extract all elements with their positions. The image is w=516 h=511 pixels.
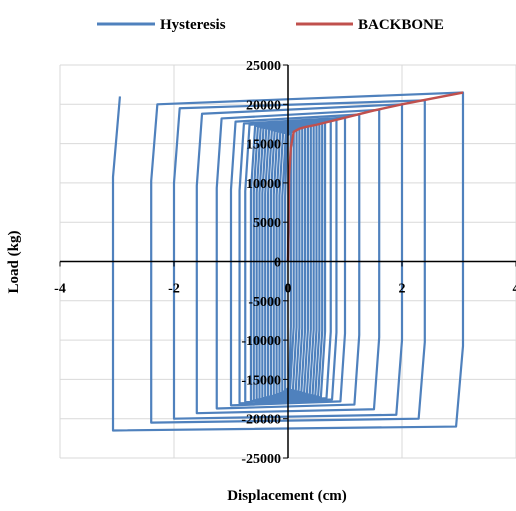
y-tick-label-4: -5000 xyxy=(248,295,281,310)
hysteresis-series-line xyxy=(111,91,465,432)
y-axis-title: Load (kg) xyxy=(6,231,22,294)
y-tick-label-7: 10000 xyxy=(246,177,281,192)
y-tick-label-5: 0 xyxy=(274,256,281,271)
y-tick-label-3: -10000 xyxy=(241,334,281,349)
legend: Hysteresis BACKBONE xyxy=(97,17,444,33)
x-tick-label-0: -4 xyxy=(54,282,66,297)
y-tick-label-8: 15000 xyxy=(246,138,281,153)
x-tick-label-2: 0 xyxy=(285,282,292,297)
y-tick-label-6: 5000 xyxy=(253,216,281,231)
y-tick-label-2: -15000 xyxy=(241,373,281,388)
x-axis-title: Displacement (cm) xyxy=(227,488,347,504)
tick-labels: -25000 -20000 -15000 -10000 -5000 0 5000 10000 1… xyxy=(54,59,516,467)
legend-backbone-label: BACKBONE xyxy=(358,17,444,33)
y-tick-label-9: 20000 xyxy=(246,98,281,113)
axes xyxy=(59,64,516,459)
backbone-series-line xyxy=(286,91,464,262)
plot-area: -25000 -20000 -15000 -10000 -5000 0 5000 10000 1… xyxy=(54,59,516,467)
y-tick-label-1: -20000 xyxy=(241,413,281,428)
x-tick-label-4: 4 xyxy=(513,282,516,297)
series-layer xyxy=(111,91,465,432)
y-tick-label-0: -25000 xyxy=(241,452,281,467)
legend-hysteresis-label: Hysteresis xyxy=(160,17,226,33)
y-tick-label-10: 25000 xyxy=(246,59,281,74)
x-tick-label-1: -2 xyxy=(168,282,180,297)
x-tick-label-3: 2 xyxy=(399,282,406,297)
